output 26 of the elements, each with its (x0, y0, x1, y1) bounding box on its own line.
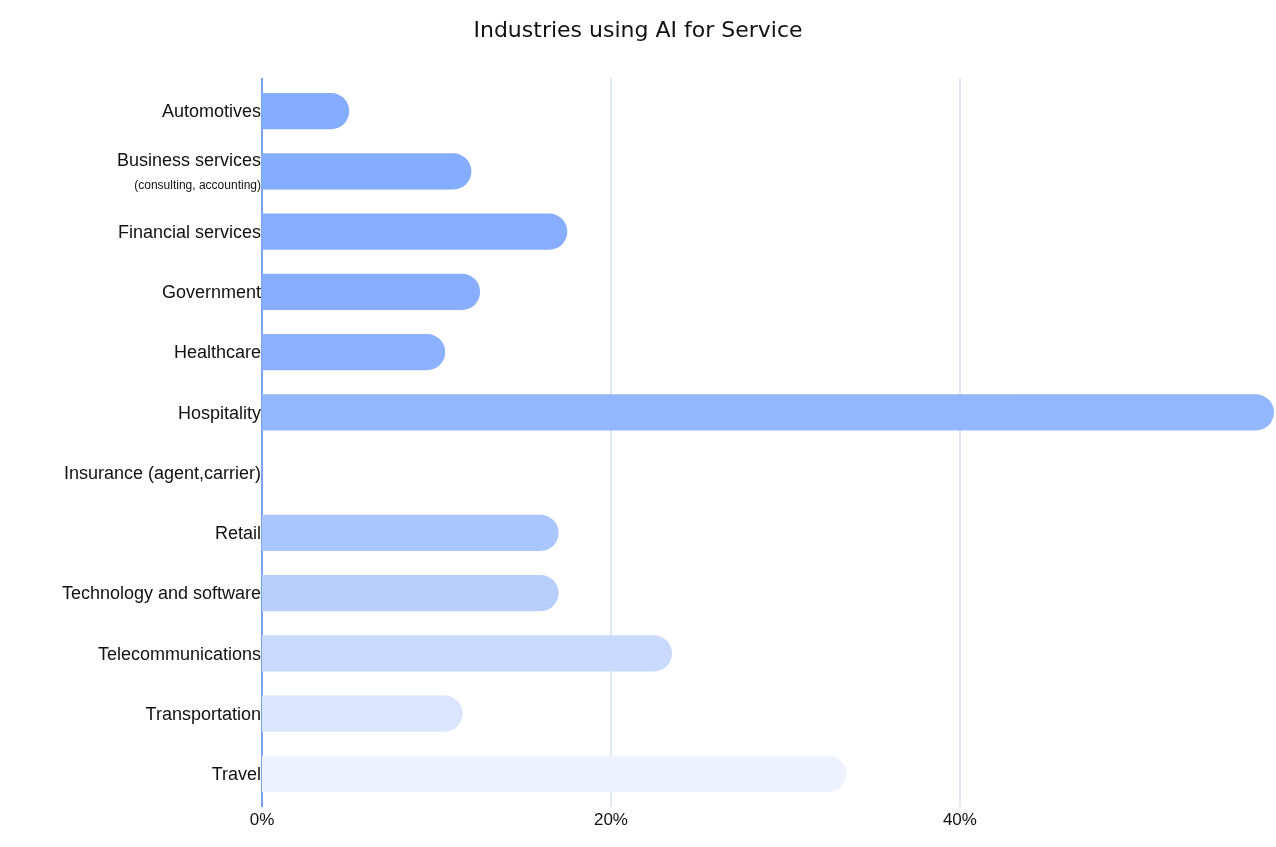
y-tick-label: Transportation (145, 703, 261, 724)
bar (262, 213, 568, 250)
bar (262, 394, 1274, 431)
y-tick-label: Telecommunications (97, 643, 261, 664)
y-tick-label: Insurance (agent,carrier) (63, 462, 261, 483)
chart-title: Industries using AI for Service (473, 16, 803, 42)
y-tick-label: Government (161, 282, 261, 303)
y-tick-label: Financial services (117, 221, 261, 242)
y-tick-label: Healthcare (173, 342, 261, 363)
x-tick-label: 40% (942, 810, 977, 829)
y-tick-label: Business services (consulting, accounting) (116, 149, 261, 193)
bar (262, 514, 559, 551)
bar (262, 93, 350, 130)
bar (262, 273, 481, 310)
bar (262, 695, 463, 732)
bar (262, 334, 446, 371)
bar (262, 635, 673, 672)
y-tick-label: Travel (211, 764, 261, 785)
y-tick-label: Technology and software (61, 583, 261, 604)
x-tick-label: 20% (593, 810, 628, 829)
bar (262, 575, 559, 612)
y-tick-label: Retail (214, 523, 261, 544)
bar (262, 153, 472, 190)
y-tick-label: Hospitality (177, 402, 261, 423)
x-tick-label: 0% (249, 810, 275, 829)
y-tick-label: Automotives (161, 101, 261, 122)
